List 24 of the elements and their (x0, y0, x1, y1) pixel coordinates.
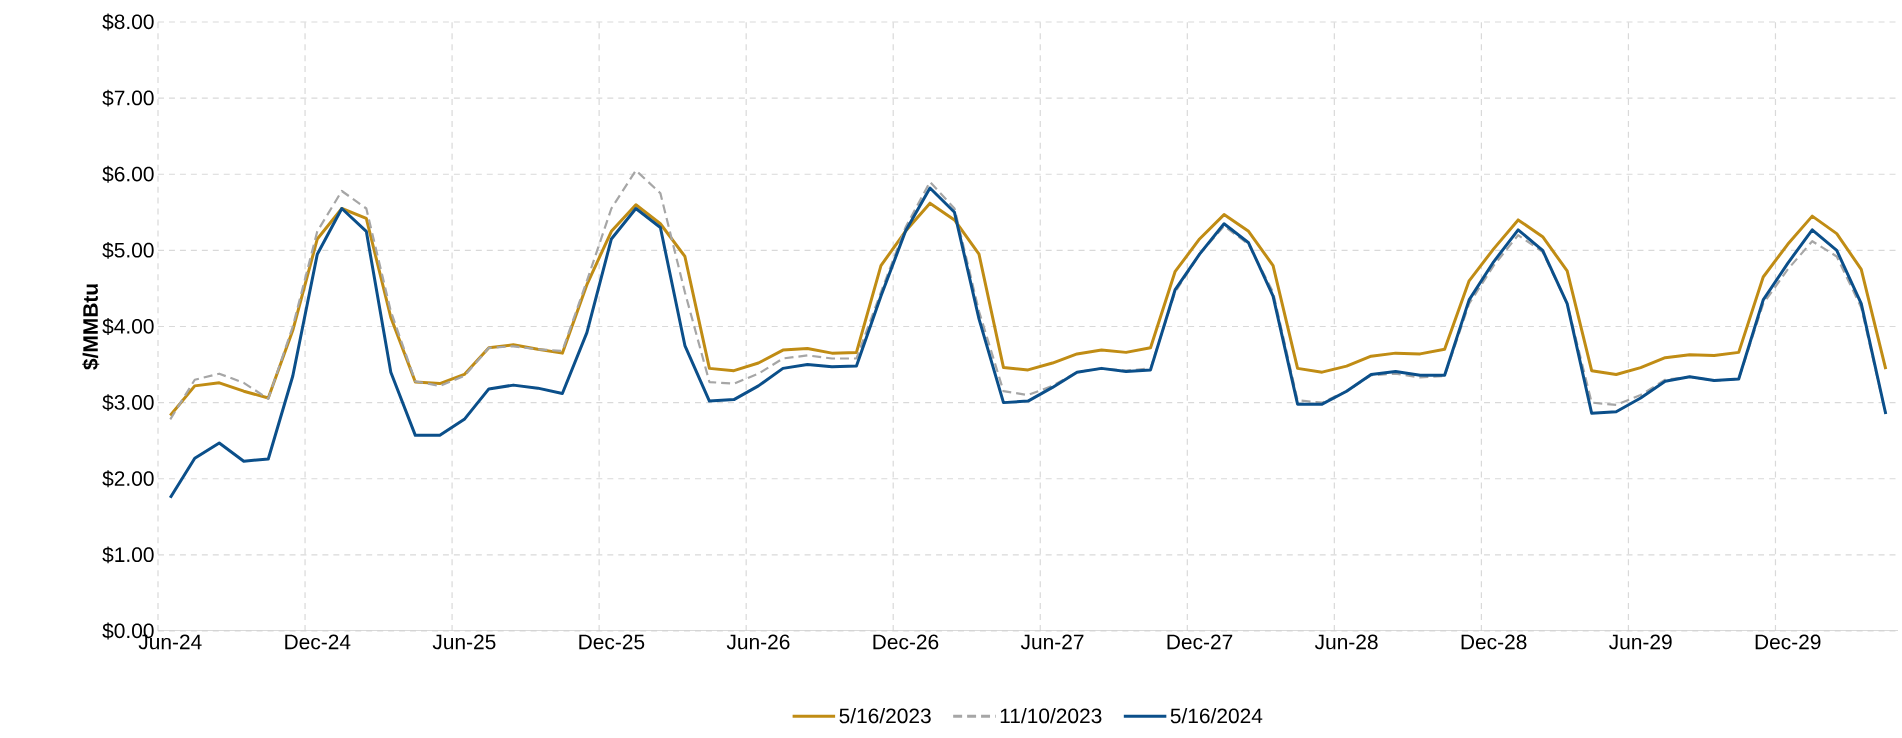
x-tick-label: Jun-28 (1314, 634, 1378, 650)
x-tick-label: Jun-26 (726, 634, 790, 650)
y-tick-label: $5.00 (102, 241, 154, 259)
x-tick-label: Dec-29 (1755, 634, 1821, 650)
y-tick-label: $8.00 (102, 13, 154, 31)
y-tick-label: $4.00 (102, 318, 154, 335)
x-tick-label: Jun-25 (432, 634, 496, 650)
legend-label: 5/16/2023 (839, 707, 931, 724)
x-tick-label: Jun-29 (1609, 634, 1672, 650)
x-tick-label: Dec-27 (1167, 634, 1233, 650)
x-tick-label: Dec-24 (285, 634, 351, 650)
y-axis-title: $/MMBtu (82, 284, 100, 370)
line-series (168, 186, 1888, 500)
legend-label: 11/10/2023 (1000, 707, 1102, 724)
x-tick-label: Dec-26 (873, 634, 939, 650)
x-tick-label: Jun-27 (1020, 634, 1084, 650)
legend-label: 5/16/2024 (1170, 707, 1263, 724)
y-tick-label: $3.00 (102, 394, 154, 412)
y-tick-label: $2.00 (102, 470, 154, 488)
y-tick-label: $6.00 (102, 165, 154, 183)
y-tick-label: $1.00 (102, 546, 154, 564)
y-tick-label: $7.00 (102, 89, 154, 107)
x-tick-label: Dec-25 (579, 634, 645, 650)
x-tick-label: Dec-28 (1461, 634, 1527, 650)
